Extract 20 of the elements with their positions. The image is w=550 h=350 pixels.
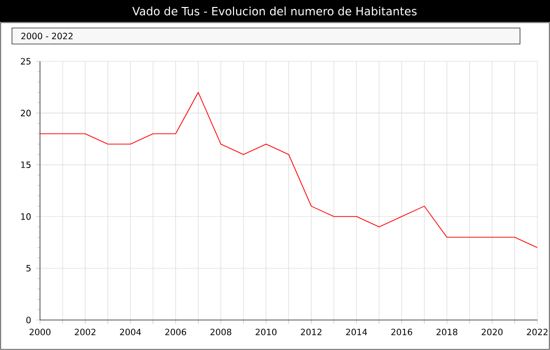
y-tick-label: 10 bbox=[21, 213, 31, 220]
x-tick-label: 2008 bbox=[210, 328, 232, 336]
x-tick-label: 2016 bbox=[391, 328, 412, 336]
y-tick-label: 5 bbox=[26, 265, 31, 272]
y-tick-label: 0 bbox=[26, 316, 31, 324]
x-tick-label: 2014 bbox=[346, 328, 368, 336]
x-tick-label: 2012 bbox=[300, 328, 322, 336]
x-tick-label: 2006 bbox=[165, 328, 186, 336]
y-tick-label: 15 bbox=[21, 162, 31, 168]
x-tick-label: 2020 bbox=[482, 328, 503, 336]
text: 2000 - 2022 bbox=[21, 32, 73, 40]
y-tick-label: 25 bbox=[20, 58, 31, 65]
x-tick-label: 2002 bbox=[74, 328, 96, 336]
x-tick-label: 2004 bbox=[120, 328, 141, 336]
x-tick-label: 2018 bbox=[436, 328, 458, 336]
x-tick-label: 2000 bbox=[30, 328, 50, 336]
chart-title: Vado de Tus - Evolucion del numero de Habitantes bbox=[132, 6, 417, 16]
y-tick-label: 20 bbox=[20, 110, 31, 116]
x-tick-label: 2022 bbox=[526, 328, 548, 336]
x-tick-label: 2010 bbox=[256, 328, 277, 336]
